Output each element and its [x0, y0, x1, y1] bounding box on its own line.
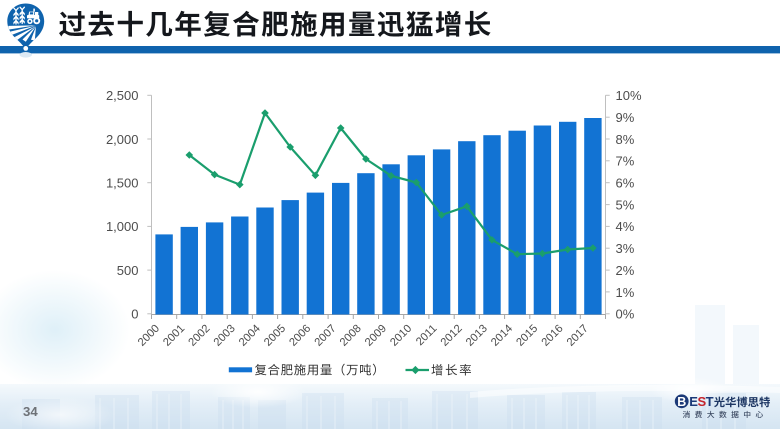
svg-text:3%: 3% — [616, 241, 635, 256]
svg-text:4%: 4% — [616, 219, 635, 234]
svg-text:2%: 2% — [616, 263, 635, 278]
svg-text:2,000: 2,000 — [106, 132, 139, 147]
svg-text:E: E — [689, 394, 698, 409]
svg-text:0: 0 — [131, 307, 138, 322]
svg-text:T: T — [706, 394, 714, 409]
svg-text:8%: 8% — [616, 132, 635, 147]
svg-text:9%: 9% — [616, 110, 635, 125]
svg-text:7%: 7% — [616, 154, 635, 169]
svg-text:1,000: 1,000 — [106, 219, 139, 234]
svg-text:B: B — [677, 395, 686, 409]
svg-text:10%: 10% — [616, 88, 642, 103]
svg-text:500: 500 — [117, 263, 139, 278]
svg-text:S: S — [698, 394, 707, 409]
svg-text:0%: 0% — [616, 307, 635, 322]
svg-text:2,500: 2,500 — [106, 88, 139, 103]
svg-text:6%: 6% — [616, 176, 635, 191]
svg-text:1%: 1% — [616, 285, 635, 300]
svg-text:5%: 5% — [616, 197, 635, 212]
svg-text:1,500: 1,500 — [106, 176, 139, 191]
svg-text:34: 34 — [23, 404, 38, 419]
